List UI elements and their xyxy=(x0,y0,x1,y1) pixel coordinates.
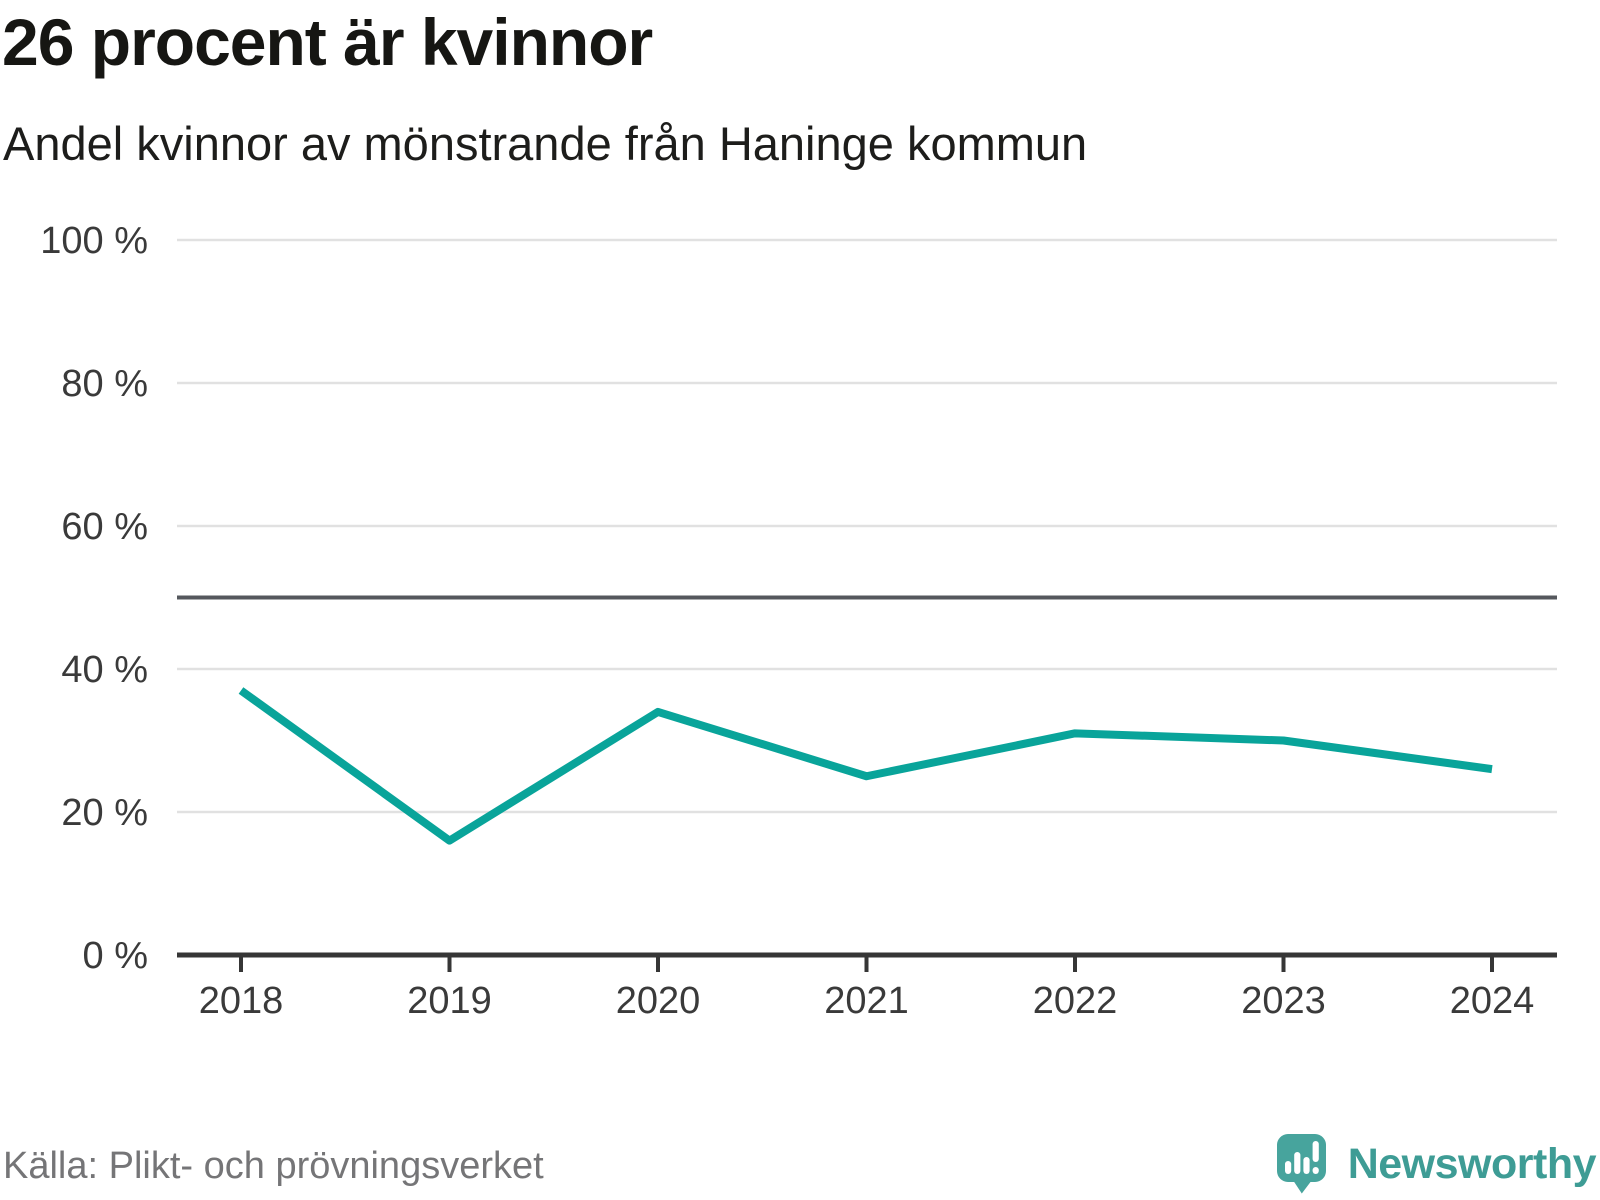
x-axis-label-2021: 2021 xyxy=(824,980,909,1022)
y-axis-label-0: 0 % xyxy=(83,935,148,977)
data-line-andel-kvinnor xyxy=(238,687,1493,845)
logo-bubble-shape xyxy=(1276,1134,1326,1194)
y-axis-label-20: 20 % xyxy=(61,792,148,834)
chart-subtitle: Andel kvinnor av mönstrande från Haninge… xyxy=(3,117,1088,170)
logo-bar-1 xyxy=(1284,1161,1291,1174)
x-axis-label-2018: 2018 xyxy=(199,980,284,1022)
x-axis-label-2019: 2019 xyxy=(407,980,492,1022)
logo-exclamation-dot xyxy=(1312,1167,1319,1174)
y-axis-label-80: 80 % xyxy=(61,363,148,405)
x-axis-label-2020: 2020 xyxy=(616,980,701,1022)
chart-title: 26 procent är kvinnor xyxy=(2,5,653,79)
x-axis-label-2022: 2022 xyxy=(1033,980,1118,1022)
x-axis-label-2023: 2023 xyxy=(1241,980,1326,1022)
y-axis-label-60: 60 % xyxy=(61,506,148,548)
y-axis-label-100: 100 % xyxy=(40,220,148,262)
newsworthy-logo-icon xyxy=(1276,1134,1326,1194)
logo-bar-2 xyxy=(1293,1152,1301,1174)
newsworthy-wordmark: Newsworthy xyxy=(1347,1139,1597,1188)
newsworthy-logo: Newsworthy xyxy=(1276,1134,1597,1194)
x-axis-label-2024: 2024 xyxy=(1450,980,1535,1022)
logo-exclamation-bar xyxy=(1312,1141,1319,1162)
logo-bar-3 xyxy=(1303,1157,1310,1174)
source-note: Källa: Plikt- och prövningsverket xyxy=(3,1145,544,1187)
y-axis-label-40: 40 % xyxy=(61,649,148,691)
